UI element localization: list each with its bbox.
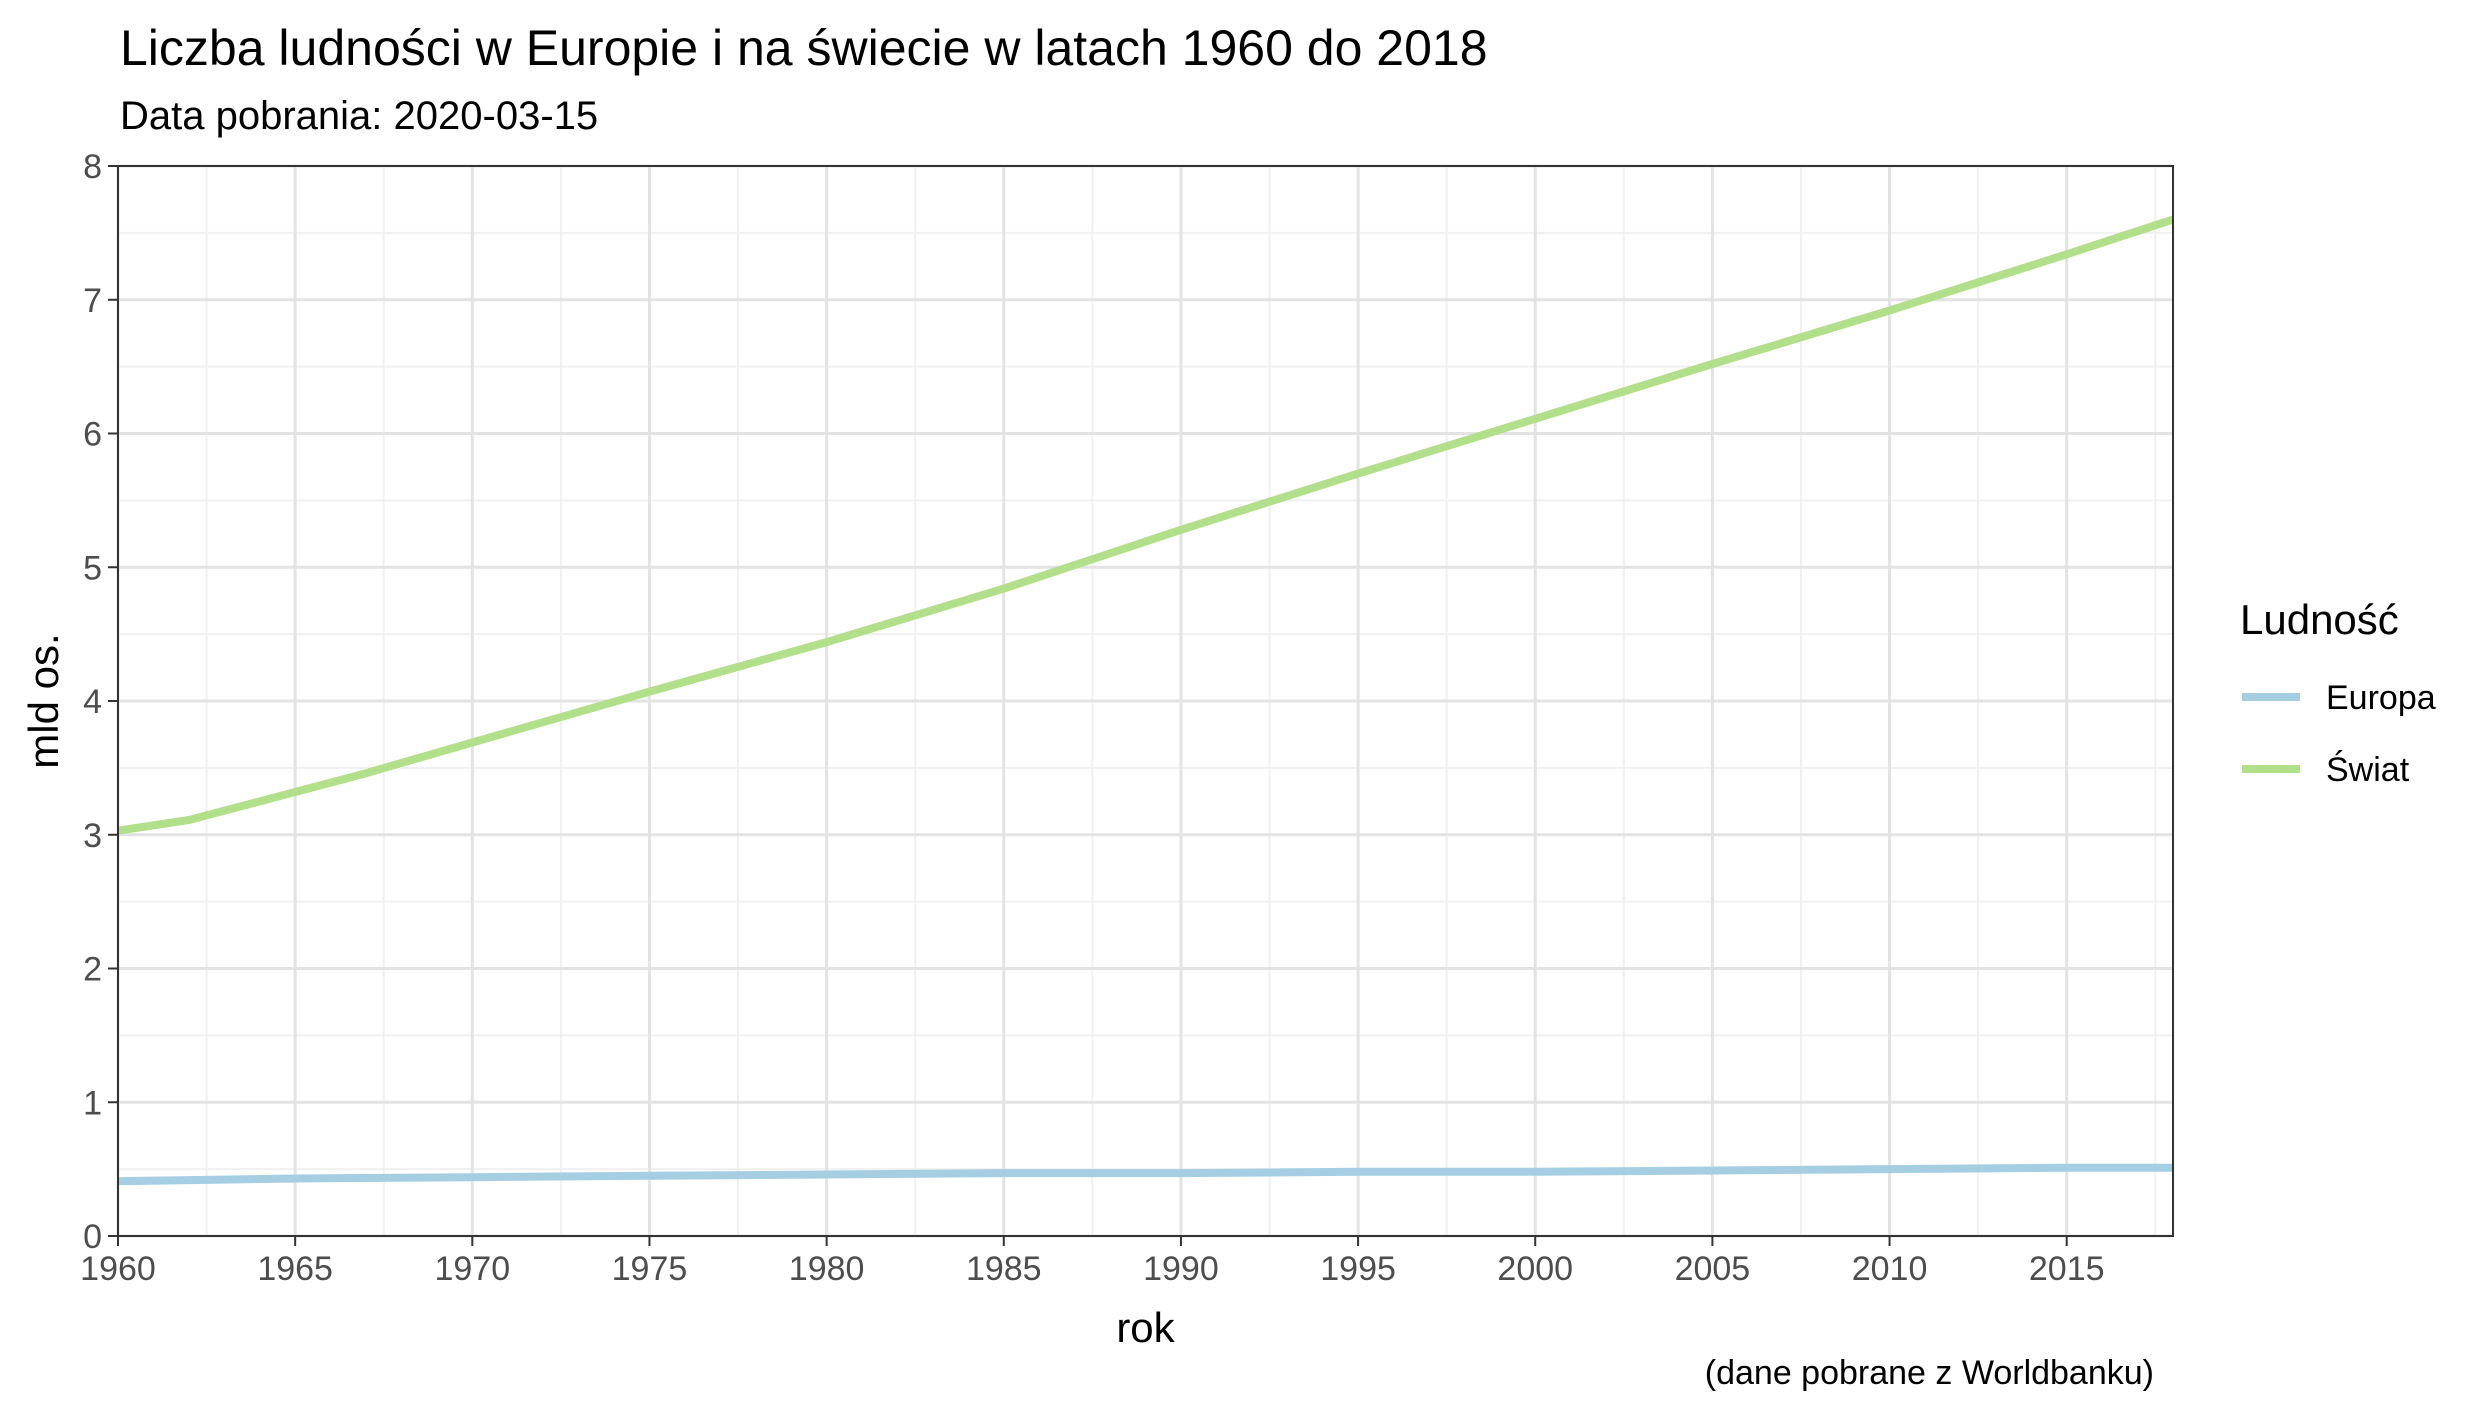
legend: Ludność Europa Świat [2240,596,2436,789]
x-tick-label: 1965 [257,1250,333,1288]
x-tick-label: 1985 [966,1250,1042,1288]
legend-label-1: Świat [2326,750,2410,789]
x-tick-label: 1990 [1143,1250,1219,1288]
chart-caption: (dane pobrane z Worldbanku) [1704,1354,2154,1392]
y-tick-label: 2 [83,951,102,989]
y-axis-ticks: 0 1 2 3 4 5 6 7 8 [83,148,118,1256]
y-axis-title: mld os. [20,633,67,768]
x-tick-label: 1970 [434,1250,510,1288]
x-tick-label: 1980 [789,1250,865,1288]
legend-label-0: Europa [2326,679,2436,717]
x-tick-label: 2015 [2029,1250,2105,1288]
y-tick-label: 1 [83,1084,102,1122]
x-axis-title: rok [1116,1304,1175,1351]
y-tick-label: 4 [83,683,102,721]
y-tick-label: 8 [83,148,102,186]
series-line-1 [117,215,2175,835]
x-tick-label: 1995 [1320,1250,1396,1288]
x-axis-ticks: 1960 1965 1970 1975 1980 1985 1990 1995 2000 2005… [80,1236,2105,1288]
y-tick-label: 7 [83,282,102,320]
x-tick-label: 2010 [1852,1250,1928,1288]
grid-major [116,164,2173,1238]
x-tick-label: 2005 [1675,1250,1751,1288]
y-tick-label: 3 [83,817,102,855]
x-tick-label: 2000 [1497,1250,1573,1288]
series-line-0 [117,1163,2173,1186]
y-tick-label: 6 [83,416,102,454]
x-tick-label: 1960 [80,1250,156,1288]
legend-title: Ludność [2240,596,2399,643]
chart-subtitle: Data pobrania: 2020-03-15 [120,94,599,138]
y-tick-label: 0 [83,1218,102,1256]
x-tick-label: 1975 [612,1250,688,1288]
series-lines [117,215,2175,1186]
chart-title: Liczba ludności w Europie i na świecie w… [120,20,1488,76]
y-tick-label: 5 [83,549,102,587]
